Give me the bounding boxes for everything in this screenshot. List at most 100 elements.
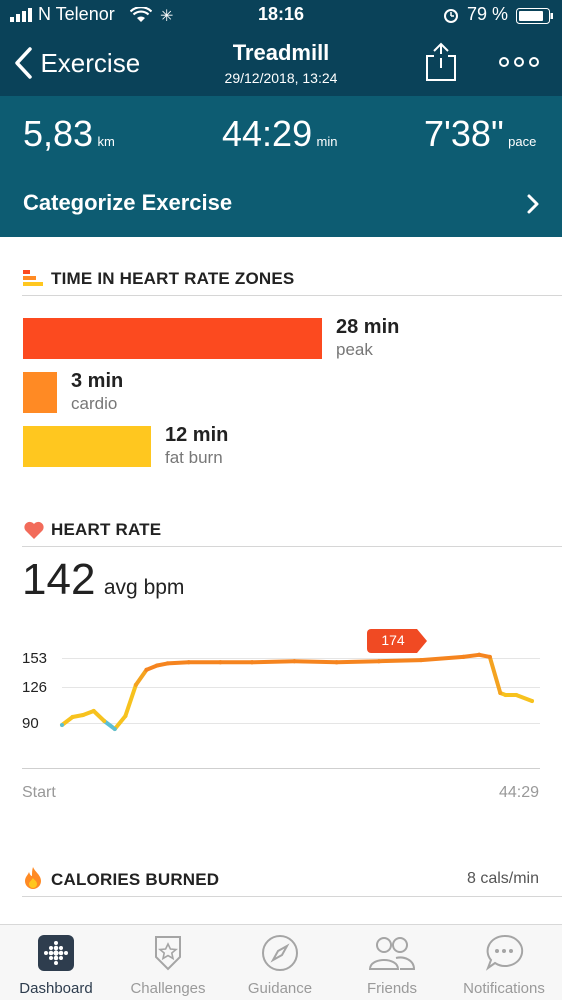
heart-rate-line-segment (112, 714, 128, 731)
tab-friends[interactable]: Friends (336, 925, 448, 1000)
tab-label: Guidance (247, 980, 313, 997)
heart-rate-line-segment (376, 658, 424, 664)
divider (22, 896, 562, 897)
heart-rate-point (376, 659, 381, 664)
divider (22, 295, 562, 296)
heart-rate-line-segment (461, 652, 482, 659)
heart-rate-point (81, 713, 86, 717)
chevron-right-icon (526, 193, 540, 220)
distance-value: 5,83 (23, 113, 94, 154)
heart-rate-line-segment (419, 654, 466, 663)
heart-rate-line-segment (133, 667, 149, 687)
zone-time: 28 min (336, 316, 400, 338)
heart-rate-line-segment (514, 693, 534, 703)
zone-time: 3 min (71, 370, 124, 392)
heart-rate-line-segment (123, 682, 138, 718)
dashboard-icon (38, 935, 74, 971)
heart-rate-line-segment (334, 659, 381, 665)
gridline (62, 723, 540, 724)
battery-icon (516, 8, 554, 29)
carrier-label: N Telenor (38, 4, 115, 24)
heart-rate-point (70, 715, 75, 719)
heart-rate-line-segment (165, 660, 191, 666)
heart-rate-point (250, 660, 255, 665)
x-start-label: Start (22, 784, 56, 801)
avg-bpm-value: 142 (22, 555, 96, 604)
x-axis (22, 768, 540, 769)
heart-rate-section-title: HEART RATE (51, 520, 162, 539)
zone-label: peak (336, 340, 373, 359)
zone-bar (23, 426, 151, 467)
heart-icon (23, 520, 45, 545)
y-tick-label: 90 (22, 715, 39, 732)
alarm-icon (443, 7, 459, 28)
compass-icon (260, 933, 300, 973)
zone-bar (23, 372, 57, 413)
heart-rate-chart (60, 652, 534, 731)
page-title: Treadmill (232, 40, 330, 65)
page-subtitle: 29/12/2018, 13:24 (224, 70, 338, 86)
heart-rate-point (133, 682, 138, 687)
heart-rate-point (186, 660, 191, 665)
calories-section-title: CALORIES BURNED (51, 870, 220, 889)
heart-rate-line-segment (292, 659, 339, 665)
categorize-exercise-row[interactable]: Categorize Exercise (0, 170, 562, 234)
back-button[interactable]: Exercise (12, 46, 140, 80)
heart-rate-point (487, 654, 492, 659)
clock: 18:16 (258, 4, 305, 24)
duration-stat: 44:29 min (222, 113, 338, 155)
distance-unit: km (97, 134, 115, 149)
share-icon[interactable] (424, 42, 458, 87)
tab-guidance[interactable]: Guidance (224, 925, 336, 1000)
battery-percent: 79 % (467, 4, 509, 24)
heart-rate-line-segment (250, 659, 297, 665)
nav-bar (0, 0, 562, 96)
heart-rate-point (102, 719, 107, 723)
tab-notifications[interactable]: Notifications (448, 925, 560, 1000)
duration-value: 44:29 (222, 113, 313, 154)
heart-rate-point (165, 661, 170, 666)
pace-unit: pace (508, 134, 537, 149)
friends-icon (366, 933, 418, 973)
zone-bar (23, 318, 322, 359)
tab-bar: Dashboard Challenges Guidance Friends No… (0, 924, 562, 1000)
back-label: Exercise (40, 47, 141, 78)
zone-time: 12 min (165, 424, 229, 446)
y-tick-label: 126 (22, 679, 48, 696)
heart-rate-point (461, 654, 466, 659)
signal-icon (10, 8, 34, 27)
calories-rate: 8 cals/min (466, 870, 539, 887)
heart-rate-point (530, 699, 534, 703)
pace-value: 7'38" (424, 113, 504, 154)
zone-label: cardio (71, 394, 118, 413)
divider (22, 546, 562, 547)
heart-rate-point (419, 658, 424, 663)
tab-label: Challenges (130, 980, 206, 997)
tab-label: Friends (366, 980, 418, 997)
heart-rate-point (498, 691, 503, 695)
tab-dashboard[interactable]: Dashboard (0, 925, 112, 1000)
wifi-icon (129, 6, 153, 28)
heart-rate-point (60, 723, 64, 727)
tab-challenges[interactable]: Challenges (112, 925, 224, 1000)
more-options-icon[interactable] (498, 55, 540, 74)
heart-rate-line-segment (102, 719, 117, 731)
heart-rate-point (144, 667, 149, 672)
distance-stat: 5,83 km (23, 113, 115, 155)
chat-bubble-icon (484, 933, 524, 973)
heart-rate-point (292, 659, 297, 664)
loading-icon: ✳ (160, 8, 174, 25)
heart-rate-point (91, 709, 96, 713)
heart-rate-point (334, 660, 339, 665)
y-tick-label: 153 (22, 650, 48, 667)
heart-rate-line-segment (60, 715, 75, 727)
challenges-icon (148, 933, 188, 973)
duration-unit: min (316, 134, 338, 149)
pace-stat: 7'38" pace (424, 113, 536, 155)
heart-rate-point (155, 663, 160, 668)
gridline (62, 658, 540, 659)
gridline (62, 687, 540, 688)
zones-section-title: TIME IN HEART RATE ZONES (51, 269, 295, 288)
exercise-header: N Telenor ✳ 18:16 79 % Exercise Treadmil… (0, 0, 562, 237)
flame-icon (23, 866, 43, 895)
